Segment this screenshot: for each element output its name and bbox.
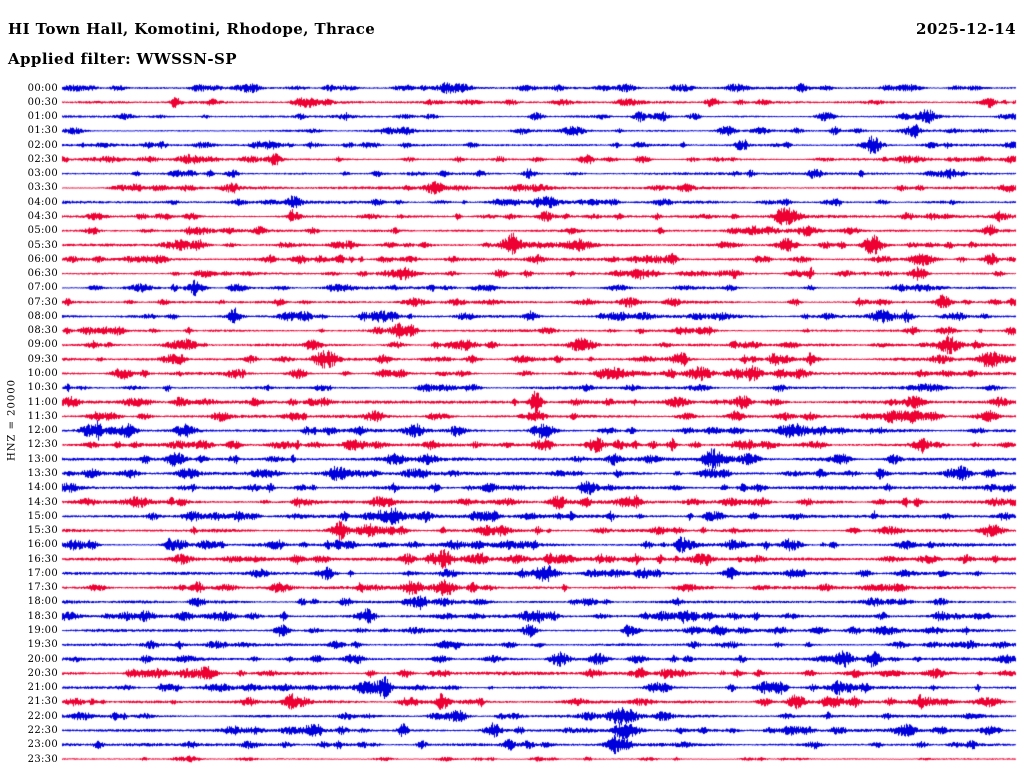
seismogram-canvas	[0, 0, 1024, 780]
